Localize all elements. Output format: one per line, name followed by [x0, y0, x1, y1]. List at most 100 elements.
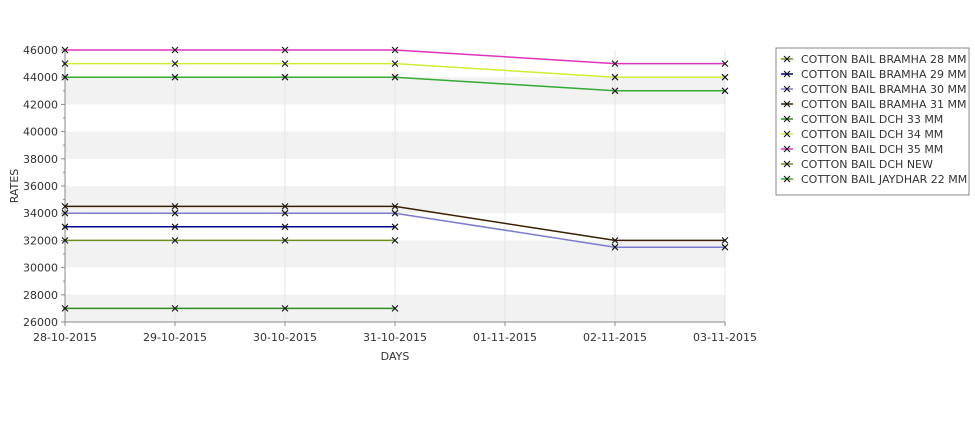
- y-tick-label: 34000: [23, 207, 58, 220]
- legend-box: [775, 47, 970, 196]
- data-point: [611, 73, 619, 81]
- legend-label: COTTON BAIL BRAMHA 31 MM: [801, 98, 966, 111]
- legend-item: COTTON BAIL BRAMHA 29 MM: [781, 68, 966, 81]
- legend-label: COTTON BAIL DCH 33 MM: [801, 113, 943, 126]
- legend-marker: [783, 160, 791, 168]
- data-point: [611, 87, 619, 95]
- legend-label: COTTON BAIL JAYDHAR 22 MM: [801, 173, 967, 186]
- data-point: [281, 237, 289, 244]
- data-point: [611, 237, 619, 244]
- series-group: [61, 46, 729, 312]
- y-tick-label: 28000: [23, 289, 58, 302]
- x-tick-label: 31-10-2015: [363, 331, 427, 344]
- y-tick-label: 40000: [23, 126, 58, 139]
- legend-marker: [783, 85, 791, 93]
- legend-marker: [783, 145, 791, 153]
- legend-marker: [783, 175, 791, 183]
- y-axis-title: RATES: [8, 169, 21, 204]
- legend-label: COTTON BAIL BRAMHA 30 MM: [801, 83, 966, 96]
- legend-marker: [783, 55, 791, 63]
- data-point: [61, 46, 69, 54]
- x-tick-label: 01-11-2015: [473, 331, 537, 344]
- legend-marker: [783, 100, 791, 108]
- data-point: [721, 243, 729, 251]
- data-point: [721, 237, 729, 244]
- data-point: [611, 60, 619, 67]
- legend-item: COTTON BAIL DCH NEW: [781, 158, 933, 171]
- data-point: [61, 203, 69, 210]
- series-line: [65, 205, 725, 242]
- legend-label: COTTON BAIL BRAMHA 28 MM: [801, 53, 966, 66]
- legend-marker: [783, 115, 791, 123]
- legend-label: COTTON BAIL BRAMHA 29 MM: [801, 68, 966, 81]
- series-line: [65, 76, 725, 92]
- series-line: [65, 212, 725, 248]
- data-point: [281, 60, 289, 67]
- x-tick-label: 30-10-2015: [253, 331, 317, 344]
- series-line: [65, 49, 725, 65]
- y-tick-label: 38000: [23, 153, 58, 166]
- data-point: [391, 223, 399, 231]
- x-tick-label: 02-11-2015: [583, 331, 647, 344]
- x-tick-label: 28-10-2015: [33, 331, 97, 344]
- data-point: [61, 209, 69, 217]
- data-point: [281, 46, 289, 54]
- data-point: [281, 305, 289, 312]
- data-point: [281, 203, 289, 210]
- legend: COTTON BAIL BRAMHA 28 MM COTTON BAIL BRAM…: [775, 47, 970, 196]
- data-point: [61, 223, 69, 231]
- data-point: [391, 60, 399, 67]
- data-point: [721, 60, 729, 67]
- legend-label: COTTON BAIL DCH 34 MM: [801, 128, 943, 141]
- data-point: [171, 223, 179, 231]
- data-point: [61, 73, 69, 81]
- y-tick-label: 30000: [23, 262, 58, 275]
- data-point: [281, 223, 289, 231]
- data-point: [391, 237, 399, 244]
- y-tick-label: 42000: [23, 98, 58, 111]
- x-tick-label: 29-10-2015: [143, 331, 207, 344]
- y-tick-label: 32000: [23, 234, 58, 247]
- data-point: [391, 46, 399, 54]
- data-point: [611, 243, 619, 251]
- data-point: [281, 209, 289, 217]
- legend-item: COTTON BAIL DCH 35 MM: [781, 143, 943, 156]
- data-point: [171, 237, 179, 244]
- legend-item: COTTON BAIL DCH 33 MM: [781, 113, 943, 126]
- data-point: [171, 73, 179, 81]
- data-point: [721, 73, 729, 81]
- legend-marker: [783, 70, 791, 78]
- legend-item: COTTON BAIL JAYDHAR 22 MM: [781, 173, 967, 186]
- y-tick-label: 46000: [23, 44, 58, 57]
- legend-label: COTTON BAIL DCH 35 MM: [801, 143, 943, 156]
- legend-item: COTTON BAIL BRAMHA 30 MM: [781, 83, 966, 96]
- legend-marker: [783, 130, 791, 138]
- data-point: [61, 60, 69, 67]
- data-point: [171, 305, 179, 312]
- data-point: [391, 73, 399, 81]
- data-point: [171, 203, 179, 210]
- legend-item: COTTON BAIL DCH 34 MM: [781, 128, 943, 141]
- data-point: [171, 60, 179, 67]
- y-tick-label: 26000: [23, 316, 58, 329]
- legend-item: COTTON BAIL BRAMHA 28 MM: [781, 53, 966, 66]
- data-point: [61, 305, 69, 312]
- legend-item: COTTON BAIL BRAMHA 31 MM: [781, 98, 966, 111]
- data-point: [391, 203, 399, 210]
- x-axis-ticks: 28-10-2015 29-10-2015 30-10-2015 31-10-2015…: [33, 322, 757, 344]
- data-point: [391, 209, 399, 217]
- data-point: [391, 305, 399, 312]
- y-tick-label: 44000: [23, 71, 58, 84]
- data-point: [281, 73, 289, 81]
- data-point: [171, 46, 179, 54]
- y-axis-ticks: 26000 28000 30000 32000 34000 36000 38000 40000…: [23, 44, 65, 329]
- series-line: [65, 62, 725, 78]
- legend-label: COTTON BAIL DCH NEW: [801, 158, 933, 171]
- data-point: [721, 87, 729, 95]
- x-tick-label: 03-11-2015: [693, 331, 757, 344]
- data-point: [61, 237, 69, 244]
- y-tick-label: 36000: [23, 180, 58, 193]
- x-axis-title: DAYS: [381, 350, 410, 363]
- data-point: [171, 209, 179, 217]
